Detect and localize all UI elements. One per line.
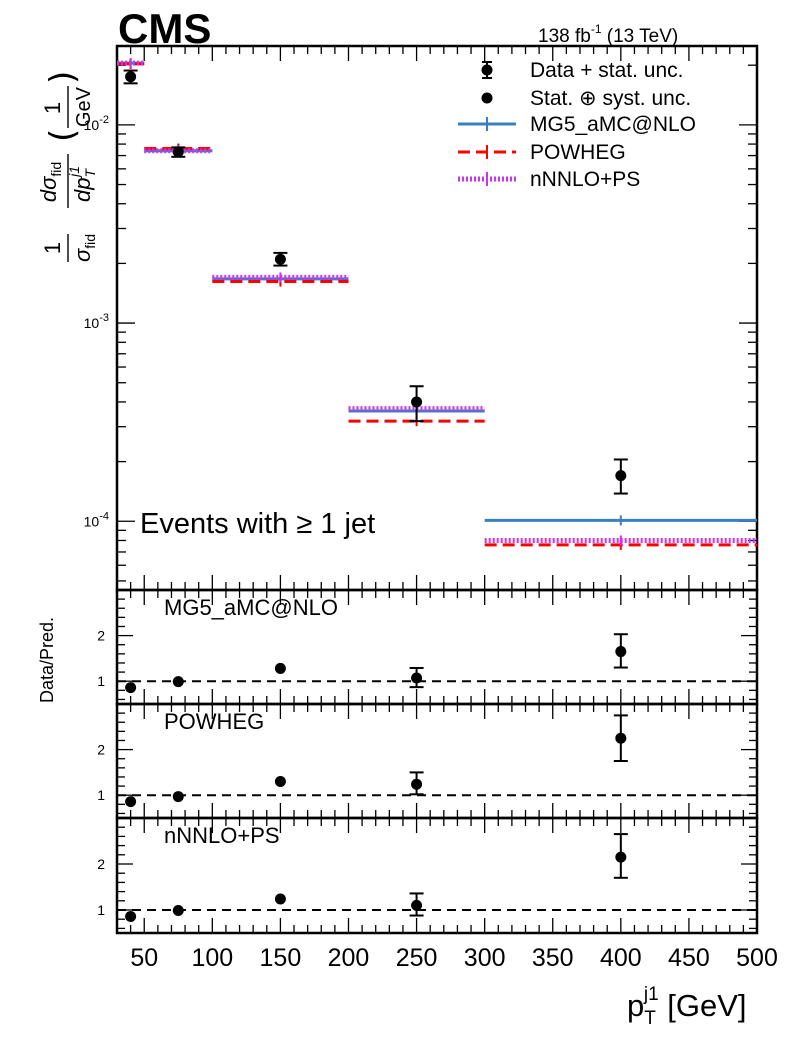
legend: Data + stat. unc. Stat. ⊕ syst. unc. MG5_a… bbox=[458, 59, 696, 191]
x-tick-label: 200 bbox=[328, 944, 370, 972]
ratio-y-tick-label: 2 bbox=[97, 856, 105, 872]
x-axis-tick-labels: 50 100 150 200 250 300 350 400 450 500 bbox=[130, 944, 778, 972]
main-y-axis-label: 1 σfid dσfid dpTj1 ( 1 GeV ) bbox=[36, 71, 98, 262]
ratio-point bbox=[411, 778, 423, 790]
ylabel-sigma-num: σ bbox=[36, 176, 61, 190]
ratio-y-tick-label: 1 bbox=[97, 902, 105, 918]
y-tick-label: 10-4 bbox=[84, 510, 109, 529]
ratio-point bbox=[172, 904, 184, 916]
data-point bbox=[615, 470, 627, 482]
ratio-point bbox=[274, 893, 286, 905]
x-tick-label: 300 bbox=[464, 944, 506, 972]
ratio-y-tick-label: 2 bbox=[97, 742, 105, 758]
legend-entry-label: MG5_aMC@NLO bbox=[530, 113, 696, 136]
x-tick-label: 500 bbox=[736, 944, 778, 972]
lumi-value: 138 fb bbox=[538, 26, 591, 47]
ylabel-sigma-den: σfid bbox=[70, 234, 98, 262]
x-tick-label: 150 bbox=[260, 944, 302, 972]
xlabel-sup: j1 bbox=[643, 984, 659, 1005]
xlabel-sub: T bbox=[644, 1008, 656, 1029]
ratio-point bbox=[172, 676, 184, 688]
xlabel-unit: [GeV] bbox=[659, 988, 747, 1023]
legend-entry-label: Stat. ⊕ syst. unc. bbox=[530, 87, 691, 110]
ratio-panel-label: nNNLO+PS bbox=[164, 823, 280, 848]
ratio-panel-label: MG5_aMC@NLO bbox=[164, 595, 338, 620]
ylabel-sigma-den-sub: fid bbox=[82, 234, 98, 249]
y-tick-label-base: 10 bbox=[84, 513, 100, 529]
ylabel-dp-sym: dp bbox=[70, 177, 95, 201]
ylabel-fid-num: fid bbox=[48, 162, 64, 177]
data-point bbox=[172, 146, 184, 158]
legend-entry-label: POWHEG bbox=[530, 141, 626, 164]
xlabel-base: p bbox=[627, 988, 644, 1023]
ratio-point bbox=[125, 796, 137, 808]
y-tick-label: 10-3 bbox=[84, 312, 109, 331]
events-annotation: Events with ≥ 1 jet bbox=[140, 508, 375, 540]
ratio-point bbox=[615, 851, 627, 863]
ratio-panel-frame bbox=[115, 816, 759, 935]
data-point bbox=[125, 71, 137, 83]
ylabel-paren-close: ) bbox=[43, 71, 83, 84]
ratio-y-axis-label: Data/Pred. bbox=[37, 617, 57, 703]
y-tick-label-base: 10 bbox=[84, 117, 100, 133]
ratio-point bbox=[274, 776, 286, 788]
ylabel-dsigma: dσfid bbox=[36, 162, 64, 202]
x-tick-label: 50 bbox=[130, 944, 158, 972]
data-point bbox=[274, 253, 286, 265]
legend-syst-marker bbox=[481, 92, 493, 104]
x-tick-label: 250 bbox=[396, 944, 438, 972]
ylabel-T: T bbox=[82, 167, 98, 177]
ylabel-paren-open: ( bbox=[43, 129, 83, 142]
x-axis-label: pTj1 [GeV] bbox=[627, 984, 747, 1029]
ylabel-dp: dpTj1 bbox=[66, 166, 98, 202]
ratio-point bbox=[125, 910, 137, 922]
legend-entry-label: Data + stat. unc. bbox=[530, 59, 684, 82]
main-panel: 10-410-310-2 bbox=[84, 44, 759, 933]
ylabel-j1: j1 bbox=[66, 166, 82, 179]
ratio-point bbox=[615, 732, 627, 744]
x-tick-label: 450 bbox=[668, 944, 710, 972]
x-tick-label: 100 bbox=[191, 944, 233, 972]
ratio-point bbox=[172, 791, 184, 803]
ylabel-unit-den: GeV bbox=[73, 86, 95, 127]
ylabel-one: 1 bbox=[40, 242, 65, 254]
luminosity-label: 138 fb-1 (13 TeV) bbox=[538, 22, 678, 47]
experiment-label: CMS bbox=[118, 5, 211, 52]
y-tick-label-exponent: -2 bbox=[99, 114, 109, 126]
ratio-y-tick-label: 1 bbox=[97, 673, 105, 689]
y-tick-label-base: 10 bbox=[84, 315, 100, 331]
data-point bbox=[411, 396, 423, 408]
ylabel-d-1: d bbox=[36, 189, 61, 202]
x-tick-label: 350 bbox=[532, 944, 574, 972]
y-tick-label: 10-2 bbox=[84, 114, 109, 133]
lumi-energy: (13 TeV) bbox=[602, 26, 679, 47]
ratio-y-tick-label: 1 bbox=[97, 787, 105, 803]
ylabel-unit-num: 1 bbox=[40, 102, 65, 114]
x-tick-label: 400 bbox=[600, 944, 642, 972]
y-tick-label-exponent: -3 bbox=[99, 312, 109, 324]
lumi-superscript: -1 bbox=[591, 22, 602, 36]
ylabel-sigma-den-sym: σ bbox=[70, 248, 95, 262]
ratio-panel-label: POWHEG bbox=[164, 709, 264, 734]
ratio-panels: 1 2 MG5_aMC@NLO 1 2 POWHEG 1 2 nNNLO+PS bbox=[97, 588, 759, 935]
legend-data-marker bbox=[481, 64, 493, 76]
ratio-point bbox=[411, 899, 423, 911]
ratio-y-tick-label: 2 bbox=[97, 628, 105, 644]
ratio-point bbox=[125, 682, 137, 694]
y-tick-label-exponent: -4 bbox=[99, 510, 109, 522]
ratio-point bbox=[615, 646, 627, 658]
ratio-point bbox=[411, 672, 423, 684]
ratio-point bbox=[274, 662, 286, 674]
legend-entry-label: nNNLO+PS bbox=[530, 168, 640, 191]
